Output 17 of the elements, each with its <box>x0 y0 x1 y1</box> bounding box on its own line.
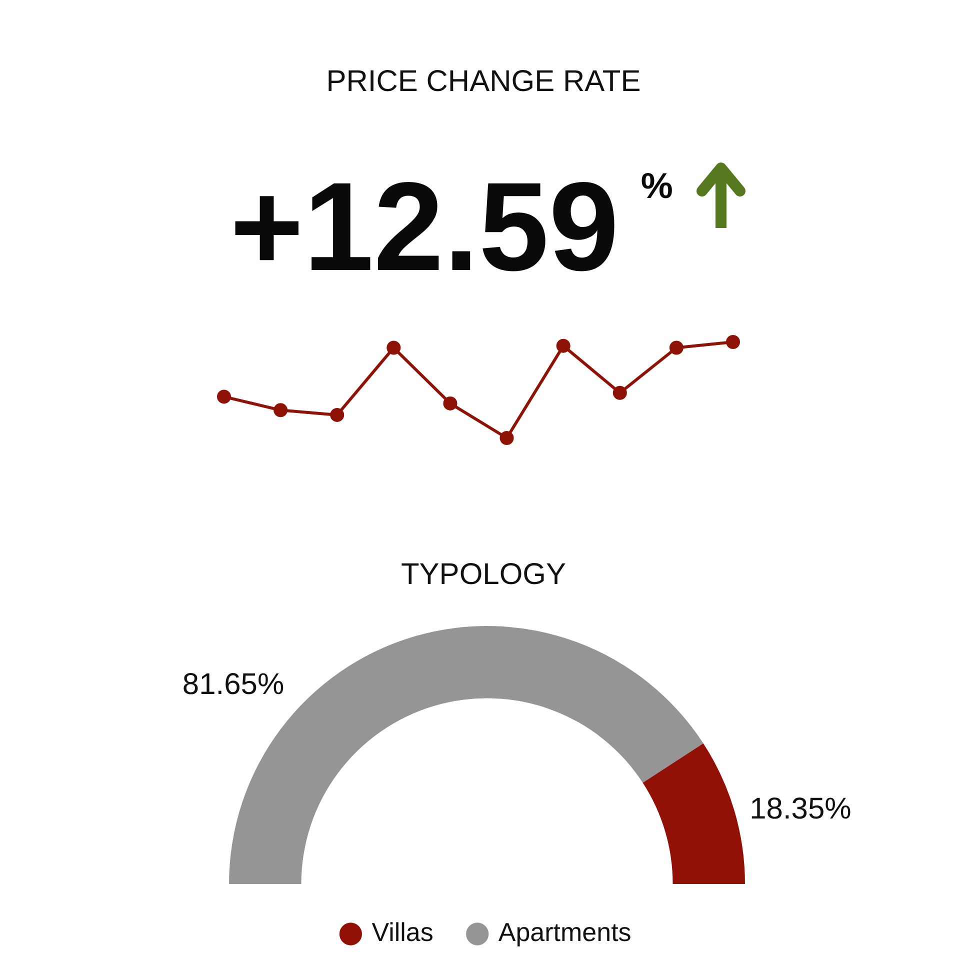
point <box>443 396 458 410</box>
point <box>669 340 684 355</box>
chart-title: PRICE CHANGE RATE <box>325 65 642 99</box>
point <box>274 403 288 418</box>
point <box>330 408 344 422</box>
point <box>386 340 401 355</box>
point <box>500 431 514 445</box>
point <box>612 386 627 400</box>
chart-title: TYPOLOGY <box>400 558 568 592</box>
legend-label: Apartments <box>498 917 632 948</box>
point <box>217 390 231 404</box>
point <box>726 335 740 349</box>
legend-label: Villas <box>372 917 434 948</box>
point <box>556 338 570 353</box>
chart-subtitle: +12.59$^{%}$ <box>230 156 673 297</box>
data-label: 18.35% <box>750 792 852 826</box>
data-label: 81.65% <box>182 668 284 702</box>
